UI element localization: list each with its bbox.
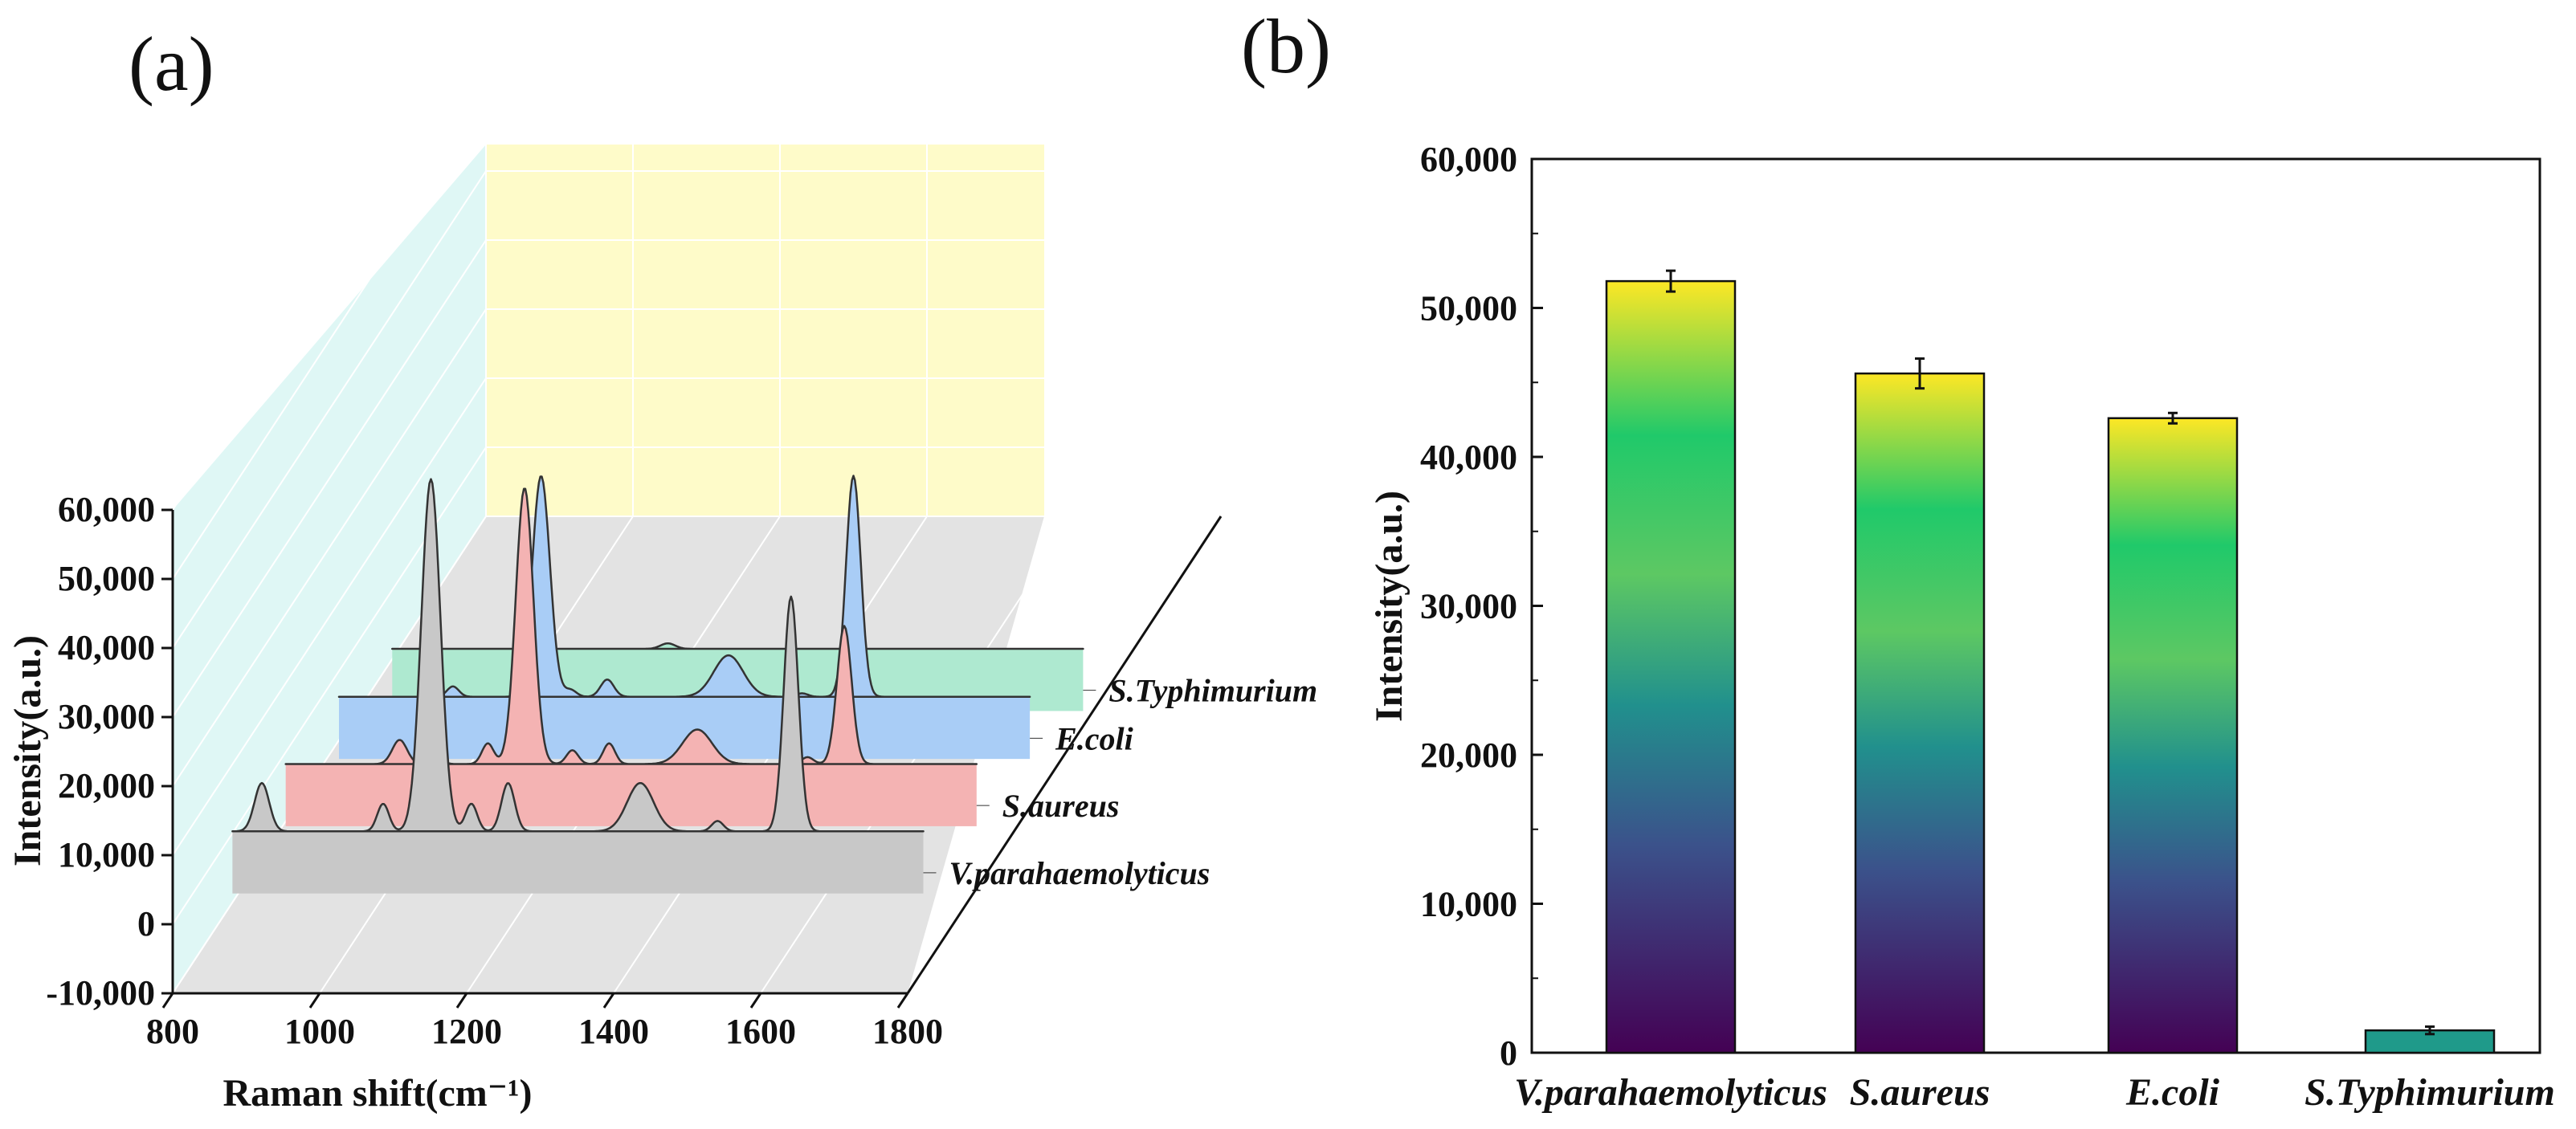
category-label: S.Typhimurium bbox=[2305, 1071, 2555, 1114]
series-spectrum-line bbox=[337, 475, 1031, 698]
x-tick-mark bbox=[455, 992, 468, 1009]
x-tick-label: 1400 bbox=[578, 1012, 649, 1051]
side-wall-grid bbox=[172, 308, 487, 787]
y-tick-label: 20,000 bbox=[1420, 736, 1517, 775]
category-label: S.aureus bbox=[1850, 1071, 1990, 1114]
panel-a-y-title: Intensity(a.u.) bbox=[6, 635, 49, 866]
side-wall-grid bbox=[172, 377, 487, 856]
series-spectrum-line bbox=[231, 478, 925, 833]
series-fill-band bbox=[232, 831, 924, 894]
y-tick-label: 10,000 bbox=[58, 835, 155, 874]
y-tick-label: 0 bbox=[1500, 1033, 1517, 1073]
panel-a-3d-chart: S.TyphimuriumE.coliS.aureusV.parahaemoly… bbox=[6, 0, 1317, 1115]
series-spectrum-line bbox=[284, 487, 978, 765]
panel-b-bars: V.parahaemolyticus S.aureus E.coli S.Typhim… bbox=[1514, 269, 2555, 1114]
y-tick-label: 20,000 bbox=[58, 766, 155, 805]
x-tick-label: 1000 bbox=[284, 1012, 355, 1051]
back-wall bbox=[486, 145, 1044, 516]
bar bbox=[1605, 279, 1737, 1054]
y-tick-label: 60,000 bbox=[1420, 140, 1517, 179]
x-tick-label: 800 bbox=[146, 1012, 199, 1051]
panel-b-axes: 0 10,000 20,000 30,000 40,000 50,000 60,000 bbox=[1420, 140, 1543, 1073]
category-label: V.parahaemolyticus bbox=[1514, 1071, 1827, 1114]
panel-a-axes: 800 1000 1200 1400 1600 1800 -10,000 0 10,000 20,… bbox=[46, 490, 1223, 1051]
x-tick-mark bbox=[602, 992, 615, 1009]
y-tick-label: 60,000 bbox=[58, 490, 155, 529]
side-wall-grid bbox=[172, 239, 487, 718]
panel-b-bar-chart: V.parahaemolyticus S.aureus E.coli S.Typhim… bbox=[1368, 140, 2555, 1114]
y-tick-label: 50,000 bbox=[58, 559, 155, 598]
series-label: S.Typhimurium bbox=[1108, 673, 1317, 709]
y-tick-label: 40,000 bbox=[58, 628, 155, 667]
x-tick-mark bbox=[308, 992, 321, 1009]
side-wall bbox=[173, 145, 486, 993]
y-tick-label: 40,000 bbox=[1420, 438, 1517, 477]
panel-a-x-title: Raman shift(cm⁻¹) bbox=[222, 1072, 532, 1115]
x-tick-mark bbox=[749, 992, 762, 1009]
series-spectrum-line bbox=[391, 642, 1084, 650]
panel-b-y-title: Intensity(a.u.) bbox=[1368, 491, 1410, 722]
x-tick-mark bbox=[161, 992, 174, 1009]
panel-a-series: S.TyphimuriumE.coliS.aureusV.parahaemoly… bbox=[231, 475, 1317, 894]
x-tick-label: 1600 bbox=[725, 1012, 796, 1051]
y-tick-label: 30,000 bbox=[58, 697, 155, 736]
y-tick-label: 10,000 bbox=[1420, 885, 1517, 924]
y-tick-label: -10,000 bbox=[46, 973, 155, 1013]
side-wall-grid bbox=[172, 170, 487, 649]
side-wall-grid bbox=[172, 101, 487, 580]
panel-b-label: (b) bbox=[1241, 3, 1331, 89]
series-label: V.parahaemolyticus bbox=[949, 855, 1210, 891]
depth-axis-line bbox=[906, 516, 1223, 994]
x-tick-mark bbox=[896, 992, 909, 1009]
series-label: S.aureus bbox=[1002, 788, 1120, 824]
panel-a-label: (a) bbox=[129, 21, 214, 107]
y-tick-label: 50,000 bbox=[1420, 289, 1517, 328]
x-tick-label: 1200 bbox=[431, 1012, 502, 1051]
side-wall-grid bbox=[172, 32, 487, 511]
bar bbox=[2107, 417, 2239, 1054]
x-tick-label: 1800 bbox=[872, 1012, 943, 1051]
bar bbox=[1854, 372, 1986, 1054]
category-label: E.coli bbox=[2125, 1071, 2220, 1114]
y-tick-label: 0 bbox=[137, 904, 155, 944]
y-tick-label: 30,000 bbox=[1420, 587, 1517, 626]
